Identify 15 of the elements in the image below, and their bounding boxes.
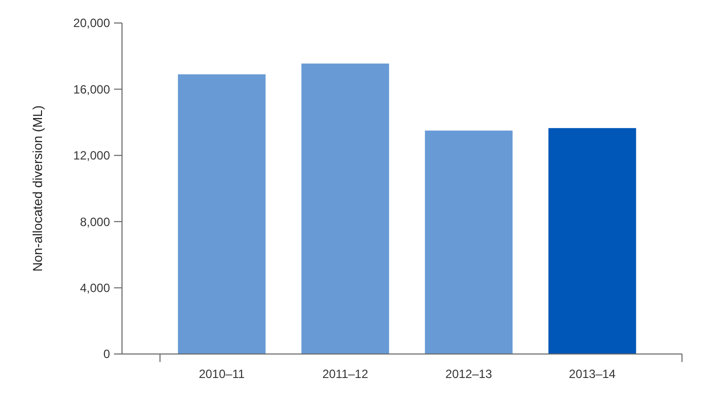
bar — [548, 128, 636, 354]
bar — [424, 130, 513, 354]
y-tick-label: 4,000 — [80, 281, 110, 295]
x-tick-label: 2013–14 — [568, 367, 616, 381]
y-axis-title: Non-allocated diversion (ML) — [30, 105, 45, 272]
y-tick-label: 20,000 — [73, 16, 110, 30]
bar — [178, 74, 266, 354]
x-tick-label: 2011–12 — [322, 367, 368, 381]
x-tick-label: 2012–13 — [445, 367, 492, 381]
bar — [301, 64, 390, 354]
y-tick-label: 0 — [103, 347, 110, 362]
y-tick-label: 12,000 — [73, 148, 110, 163]
y-tick-label: 16,000 — [73, 82, 110, 96]
y-tick-label: 8,000 — [80, 214, 110, 229]
x-tick-label: 2010–11 — [198, 367, 245, 381]
